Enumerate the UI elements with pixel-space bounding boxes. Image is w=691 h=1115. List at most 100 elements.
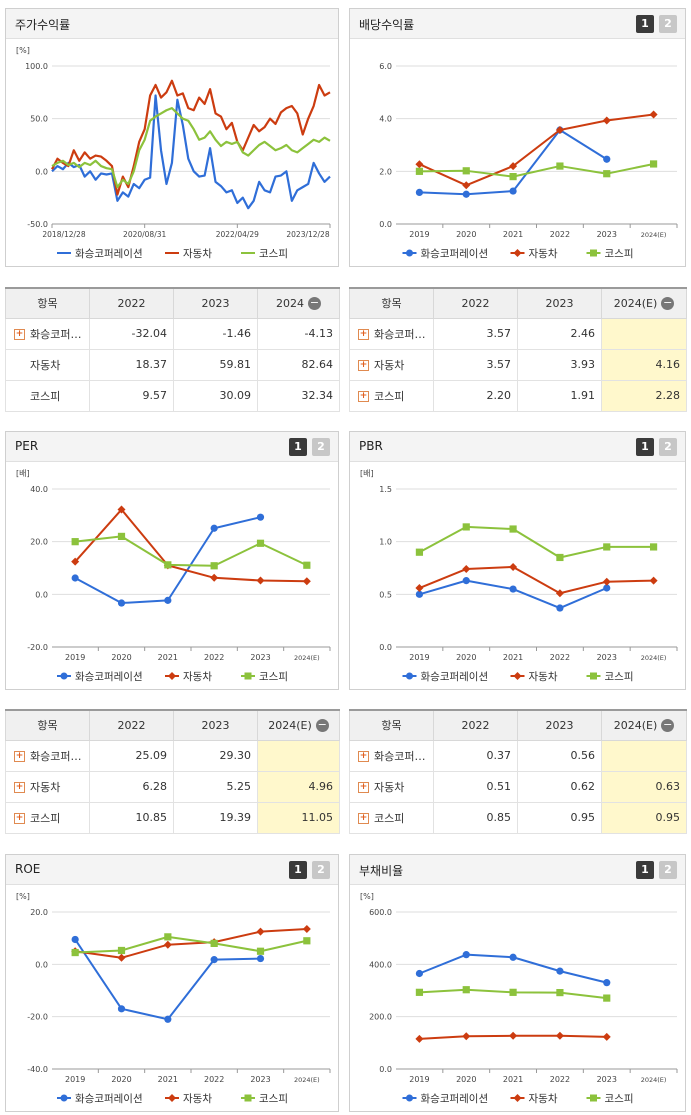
pbr-title: PBR — [359, 439, 383, 453]
legend-marker — [590, 672, 597, 680]
y-tick-label: 0.5 — [379, 590, 392, 599]
table-cell: 6.28 — [89, 770, 174, 803]
table-cell: 32.34 — [257, 379, 340, 412]
page-1-button[interactable]: 1 — [636, 438, 654, 456]
per-panel: PER 1 2 [배] 40.0 20.0 0.0 -20.0 2019 2020 2021 2… — [5, 431, 339, 690]
x-tick-label: 2023 — [250, 1075, 270, 1084]
x-tick-label: 2021 — [503, 230, 523, 239]
data-point — [415, 160, 424, 169]
page-1-button[interactable]: 1 — [636, 861, 654, 879]
data-point — [415, 548, 424, 556]
expand-plus-icon[interactable]: + — [358, 813, 369, 824]
debt-ratio-header: 부채비율 1 2 — [350, 855, 685, 885]
page-2-button[interactable]: 2 — [659, 438, 677, 456]
page-2-button[interactable]: 2 — [659, 15, 677, 33]
expand-plus-icon[interactable]: + — [358, 782, 369, 793]
collapse-minus-icon[interactable]: − — [661, 296, 675, 310]
y-tick-label: 0.0 — [379, 220, 392, 229]
data-point — [71, 538, 79, 546]
data-point — [302, 925, 311, 934]
data-point — [603, 584, 611, 592]
debt-ratio-panel: 부채비율 1 2 [%] 600.0 400.0 200.0 0.0 2019 2020 20… — [349, 854, 686, 1112]
pbr-table: 항목 2022 2023 2024(E) − + 화승코퍼… 0.37 0.56 +… — [349, 709, 687, 834]
legend-marker — [168, 672, 176, 680]
legend-label: 화승코퍼레이션 — [421, 671, 489, 683]
expand-plus-icon[interactable]: + — [358, 329, 369, 340]
roe-title: ROE — [15, 862, 41, 876]
table-cell-estimate: 4.96 — [257, 770, 340, 803]
roe-panel: ROE 1 2 [%] 20.0 0.0 -20.0 -40.0 2019 2020 2021… — [5, 854, 339, 1112]
data-point — [210, 956, 218, 964]
page-1-button[interactable]: 1 — [289, 438, 307, 456]
table-cell-estimate: 11.05 — [257, 801, 340, 834]
data-point — [117, 505, 126, 514]
table-cell: 2.20 — [433, 379, 518, 412]
per-page-buttons: 1 2 — [289, 438, 330, 456]
legend-label: 코스피 — [259, 1093, 288, 1105]
data-point — [556, 967, 564, 975]
data-point — [555, 125, 564, 134]
collapse-minus-icon[interactable]: − — [661, 718, 675, 732]
table-header-row: 항목 2022 2023 2024(E) − — [349, 287, 687, 319]
y-tick-label: 50.0 — [30, 115, 48, 124]
x-tick-label: 2022 — [550, 230, 570, 239]
col-header: 2023 — [517, 287, 602, 319]
y-tick-label: 0.0 — [379, 643, 392, 652]
page-2-button[interactable]: 2 — [312, 861, 330, 879]
dividend-yield-table: 항목 2022 2023 2024(E) − + 화승코퍼… 3.57 2.46 +… — [349, 287, 687, 412]
x-tick-label: 2024(E) — [641, 654, 667, 662]
expand-plus-icon[interactable]: + — [14, 782, 25, 793]
expand-plus-icon[interactable]: + — [14, 329, 25, 340]
page-2-button[interactable]: 2 — [659, 861, 677, 879]
col-header: 항목 — [5, 287, 90, 319]
table-row: + 화승코퍼… -32.04 -1.46 -4.13 — [5, 317, 340, 350]
x-tick-label: 2023 — [597, 230, 617, 239]
y-unit-label: [%] — [16, 46, 30, 55]
row-name: 코스피 — [30, 389, 61, 403]
y-unit-label: [배] — [360, 469, 374, 478]
row-name-cell: + 자동차 — [349, 348, 434, 381]
table-cell-estimate — [601, 739, 687, 772]
dividend-page-buttons: 1 2 — [636, 15, 677, 33]
data-point — [415, 988, 424, 996]
page-1-button[interactable]: 1 — [636, 15, 654, 33]
y-tick-label: -20.0 — [27, 1013, 48, 1022]
row-name: 코스피 — [30, 811, 61, 825]
data-point — [210, 573, 219, 582]
row-name-cell: 자동차 — [5, 348, 90, 381]
expand-plus-icon[interactable]: + — [358, 391, 369, 402]
x-tick-label: 2024(E) — [641, 231, 667, 239]
pbr-chart: [배] 1.5 1.0 0.5 0.0 2019 2020 2021 2022 2023 2024(… — [350, 463, 685, 689]
table-row: + 코스피 10.85 19.39 11.05 — [5, 801, 340, 834]
data-point — [603, 994, 611, 1002]
table-row: 자동차 18.37 59.81 82.64 — [5, 348, 340, 381]
dividend-yield-panel: 배당수익률 1 2 6.0 4.0 2.0 0.0 2019 2020 2021 2022 20… — [349, 8, 686, 267]
data-point — [302, 577, 311, 586]
expand-plus-icon[interactable]: + — [14, 813, 25, 824]
table-cell: 3.57 — [433, 348, 518, 381]
table-header-row: 항목 2022 2023 2024(E) − — [349, 709, 687, 741]
data-point — [415, 1034, 424, 1043]
legend-label: 자동차 — [529, 671, 558, 683]
page-1-button[interactable]: 1 — [289, 861, 307, 879]
row-name-cell: + 화승코퍼… — [349, 739, 434, 772]
pbr-panel: PBR 1 2 [배] 1.5 1.0 0.5 0.0 2019 2020 2021 2022 2… — [349, 431, 686, 690]
legend-marker — [513, 672, 522, 680]
legend-marker — [513, 1094, 522, 1102]
x-tick-label: 2021 — [158, 1075, 178, 1084]
series-line — [419, 565, 654, 595]
expand-plus-icon[interactable]: + — [358, 360, 369, 371]
collapse-minus-icon[interactable]: − — [308, 296, 321, 310]
pbr-svg: [배] 1.5 1.0 0.5 0.0 2019 2020 2021 2022 2023 2024(… — [360, 469, 678, 683]
y-unit-label: [%] — [16, 892, 30, 901]
table-cell-estimate — [601, 317, 687, 350]
data-point — [256, 947, 265, 955]
collapse-minus-icon[interactable]: − — [315, 718, 329, 732]
series-line — [75, 535, 308, 567]
expand-plus-icon[interactable]: + — [14, 751, 25, 762]
col-header: 2022 — [89, 709, 174, 741]
page-2-button[interactable]: 2 — [312, 438, 330, 456]
data-point — [256, 954, 265, 963]
x-tick-label: 2024(E) — [641, 1076, 667, 1084]
expand-plus-icon[interactable]: + — [358, 751, 369, 762]
